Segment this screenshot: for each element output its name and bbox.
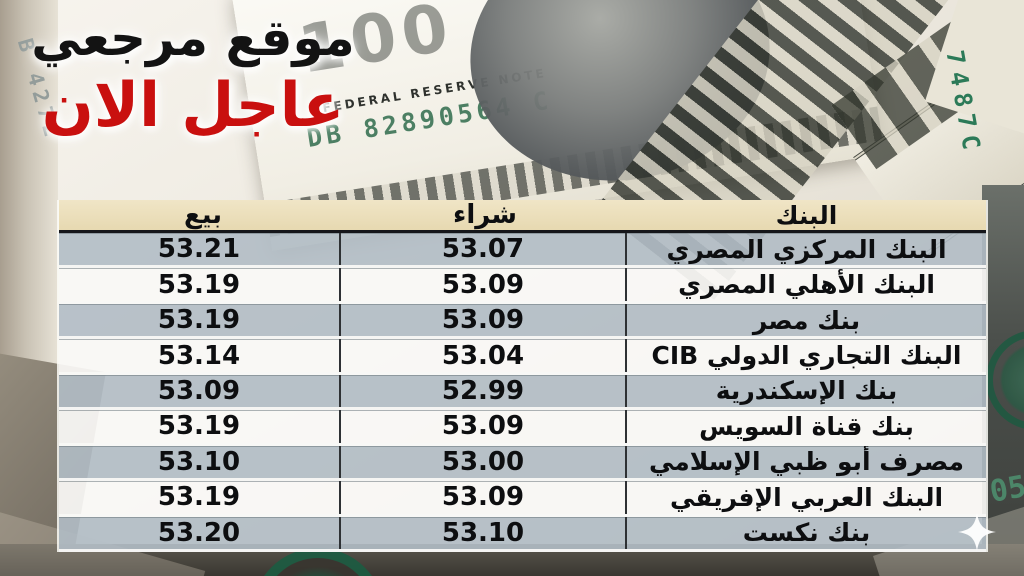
cell-bank: البنك المركزي المصري — [666, 234, 947, 264]
serial-number-top-right: 7487C — [940, 48, 987, 159]
cell-buy: 53.04 — [339, 339, 627, 372]
headline-block: موقع مرجعي عاجل الان — [28, 6, 358, 141]
cell-buy: 53.09 — [339, 268, 627, 301]
treasury-seal-right — [986, 330, 1024, 430]
cell-buy: 53.09 — [339, 410, 627, 443]
table-row: بنك قناة السويس 53.09 53.19 — [59, 410, 986, 446]
table-row: البنك المركزي المصري 53.07 53.21 — [59, 233, 986, 269]
sparkle-icon — [958, 513, 996, 551]
cell-buy: 53.07 — [339, 233, 627, 266]
serial-number-bottom-right: 05 — [987, 469, 1024, 510]
table-row: البنك العربي الإفريقي 53.09 53.19 — [59, 481, 986, 517]
column-header-sell: بيع — [183, 200, 223, 230]
franklin-portrait — [453, 0, 787, 200]
cell-sell: 53.20 — [157, 517, 241, 548]
table-row: بنك الإسكندرية 52.99 53.09 — [59, 374, 986, 411]
dollar-bill-top-right-stripe2 — [831, 0, 1024, 170]
cell-buy: 53.09 — [339, 481, 627, 514]
site-title: موقع مرجعي — [31, 9, 355, 67]
cell-sell: 53.19 — [157, 305, 241, 336]
table-header-row: البنك شراء بيع — [59, 200, 986, 233]
cell-bank: بنك نكست — [742, 518, 871, 548]
cell-sell: 53.10 — [157, 446, 241, 477]
cell-buy: 53.10 — [339, 516, 627, 549]
cell-bank: بنك الإسكندرية — [715, 376, 898, 406]
cell-sell: 53.19 — [157, 482, 241, 513]
cell-bank: بنك مصر — [752, 305, 861, 335]
rates-table-body: البنك المركزي المصري 53.07 53.21 البنك الأه… — [59, 233, 986, 552]
column-header-bank: البنك — [775, 200, 838, 230]
cell-buy: 53.09 — [339, 303, 627, 337]
column-header-buy: شراء — [453, 200, 517, 230]
table-row: البنك التجاري الدولي CIB 53.04 53.14 — [59, 339, 986, 375]
cell-sell: 53.19 — [157, 269, 241, 300]
dollar-bill-top-right-corner — [925, 0, 1024, 142]
cell-sell: 53.09 — [157, 375, 241, 406]
breaking-now-label: عاجل الان — [41, 70, 345, 141]
cell-buy: 52.99 — [339, 374, 627, 408]
cell-bank: بنك قناة السويس — [699, 411, 914, 441]
cell-buy: 53.00 — [339, 445, 627, 479]
cell-bank: البنك العربي الإفريقي — [669, 482, 944, 512]
table-row: مصرف أبو ظبي الإسلامي 53.00 53.10 — [59, 445, 986, 482]
cell-bank: البنك التجاري الدولي CIB — [651, 341, 962, 371]
table-row: بنك مصر 53.09 53.19 — [59, 303, 986, 340]
cell-sell: 53.21 — [157, 234, 241, 265]
cell-sell: 53.19 — [157, 411, 241, 442]
treasury-seal-bottom — [252, 548, 384, 576]
cell-sell: 53.14 — [157, 340, 241, 371]
table-row: بنك نكست 53.10 53.20 — [59, 516, 986, 552]
cell-bank: مصرف أبو ظبي الإسلامي — [649, 447, 965, 477]
table-row: البنك الأهلي المصري 53.09 53.19 — [59, 268, 986, 304]
cell-bank: البنك الأهلي المصري — [678, 270, 935, 300]
exchange-rates-table: البنك شراء بيع البنك المركزي المصري 53.07… — [57, 200, 988, 552]
